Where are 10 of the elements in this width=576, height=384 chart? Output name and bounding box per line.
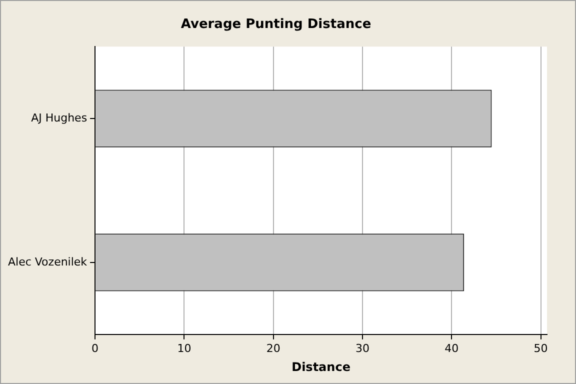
x-tick-label: 20 bbox=[266, 342, 280, 355]
x-axis-title: Distance bbox=[292, 360, 350, 374]
x-tick-label: 50 bbox=[534, 342, 548, 355]
y-tick-label: AJ Hughes bbox=[31, 111, 88, 124]
x-tick-label: 0 bbox=[92, 342, 99, 355]
chart-title: Average Punting Distance bbox=[180, 17, 372, 32]
x-tick-label: 40 bbox=[444, 342, 459, 355]
x-tick-label: 10 bbox=[177, 342, 192, 355]
x-tick-label: 30 bbox=[355, 342, 370, 355]
y-tick-label: Alec Vozenilek bbox=[8, 255, 88, 268]
